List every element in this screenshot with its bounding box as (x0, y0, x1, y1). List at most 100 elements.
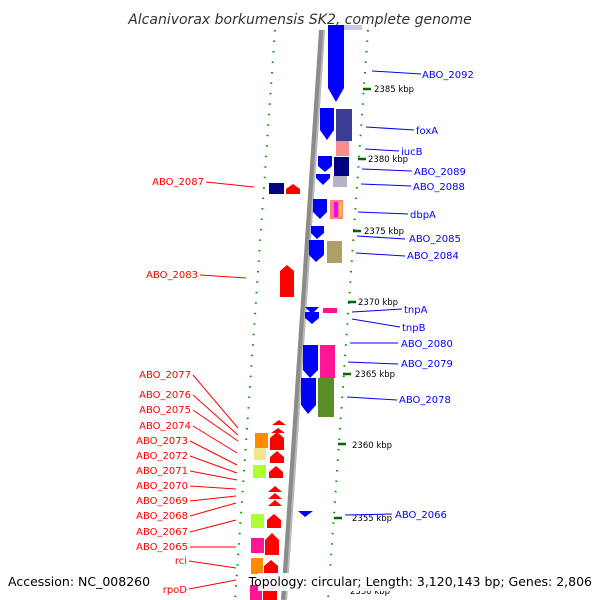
gene-arrow (303, 345, 318, 378)
gene-block (342, 25, 362, 30)
gene-label-abo-2067: ABO_2067 (136, 527, 188, 538)
gene-arrow (268, 486, 282, 492)
gene-arrow (328, 25, 344, 102)
leader-line (189, 455, 238, 474)
gene-arrow (298, 511, 313, 517)
leader-line (188, 579, 237, 590)
leader-line (347, 361, 399, 365)
gene-arrow (264, 560, 278, 574)
gene-label-abo-2089: ABO_2089 (414, 167, 466, 178)
leader-line (355, 252, 406, 257)
gene-label-abo-2083: ABO_2083 (146, 270, 198, 281)
gene-block (318, 378, 334, 417)
gene-label-iucb: iucB (401, 147, 423, 158)
gene-arrow (271, 428, 285, 433)
leader-line (365, 126, 415, 131)
leader-line (344, 513, 393, 516)
gene-label-abo-2080: ABO_2080 (401, 339, 453, 350)
scale-label: 2385 kbp (374, 85, 414, 95)
scale-label: 2360 kbp (352, 441, 392, 451)
leader-line (188, 560, 237, 569)
gene-label-tnpb: tnpB (402, 323, 426, 334)
gene-arrow (269, 466, 283, 478)
gene-arrow (267, 514, 281, 528)
scale-bar: 2385 kbp 2380 kbp 2375 kbp 2370 kbp 2365… (334, 85, 414, 597)
leader-line (199, 274, 247, 279)
gene-block (254, 448, 266, 460)
leader-line (351, 308, 403, 313)
accession-backdrop (4, 573, 148, 591)
genome-backbone (281, 29, 325, 600)
gene-block (251, 514, 264, 528)
leader-line (351, 318, 401, 328)
gene-label-abo-2077: ABO_2077 (139, 370, 191, 381)
gene-block (251, 538, 264, 553)
reverse-strand-genes (250, 183, 300, 600)
gene-arrow (305, 307, 319, 314)
gene-label-tnpa: tnpA (404, 305, 428, 316)
gene-arrow (280, 265, 294, 297)
gene-stripe (339, 202, 342, 217)
gene-block (255, 433, 268, 448)
scale-label: 2380 kbp (368, 155, 408, 165)
left-gene-labels: ABO_2087 ABO_2083 ABO_2077 ABO_2076 ABO_… (136, 177, 204, 596)
leader-line (205, 181, 255, 188)
topology-backdrop (258, 573, 596, 591)
scale-label: 2375 kbp (364, 227, 404, 237)
leader-line (371, 70, 422, 75)
forward-strand-genes (298, 25, 362, 517)
gene-arrow (313, 199, 327, 219)
leader-line (189, 485, 237, 490)
gene-label-abo-2075: ABO_2075 (139, 405, 191, 416)
leader-line (189, 502, 237, 517)
left-leader-lines (188, 181, 255, 590)
gene-label-abo-2069: ABO_2069 (136, 496, 188, 507)
gene-arrow (316, 174, 330, 185)
map-title: Alcanivorax borkumensis SK2, complete ge… (127, 12, 472, 28)
gene-label-rci: rci (175, 556, 187, 567)
gene-block (269, 183, 284, 194)
gene-label-abo-2071: ABO_2071 (136, 466, 188, 477)
scale-label: 2350 kbp (350, 587, 390, 597)
gene-arrow (301, 378, 316, 414)
gene-arrow (311, 226, 324, 239)
gene-arrow (270, 451, 284, 463)
leader-line (356, 235, 406, 240)
gene-label-abo-2092: ABO_2092 (422, 70, 474, 81)
right-ruler (327, 29, 369, 600)
gene-label-abo-2084: ABO_2084 (407, 251, 459, 262)
gene-label-foxa: foxA (416, 126, 438, 137)
gene-arrow (268, 500, 282, 506)
scale-label: 2355 kbp (352, 514, 392, 524)
gene-block (253, 465, 266, 478)
gene-arrow (320, 108, 334, 140)
gene-label-abo-2087: ABO_2087 (152, 177, 204, 188)
gene-stripe (334, 202, 338, 217)
gene-label-abo-2066: ABO_2066 (395, 510, 447, 521)
gene-block (336, 141, 349, 156)
gene-label-dbpa: dbpA (410, 210, 436, 221)
gene-arrow (305, 312, 319, 324)
leader-line (189, 440, 238, 466)
gene-block (327, 241, 342, 263)
gene-arrow (270, 432, 284, 450)
scale-label: 2370 kbp (358, 298, 398, 308)
leader-line (357, 211, 409, 215)
gene-block (334, 157, 349, 176)
gene-label-abo-2072: ABO_2072 (136, 451, 188, 462)
right-gene-labels: ABO_2092 foxA iucB ABO_2089 ABO_2088 dbp… (395, 70, 474, 521)
gene-label-abo-2078: ABO_2078 (399, 395, 451, 406)
gene-arrow (272, 420, 286, 425)
leader-line (346, 396, 398, 401)
gene-label-rpod: rpoD (163, 585, 188, 596)
topology-text: Topology: circular; Length: 3,120,143 bp… (248, 574, 592, 589)
gene-block (336, 109, 352, 141)
gene-label-abo-2073: ABO_2073 (136, 436, 188, 447)
gene-block (323, 308, 337, 313)
leader-line (192, 409, 239, 442)
gene-label-abo-2065: ABO_2065 (136, 542, 188, 553)
gene-arrow (318, 156, 332, 172)
gene-label-abo-2074: ABO_2074 (139, 421, 191, 432)
accession-text: Accession: NC_008260 (8, 574, 150, 589)
gene-label-abo-2068: ABO_2068 (136, 511, 188, 522)
